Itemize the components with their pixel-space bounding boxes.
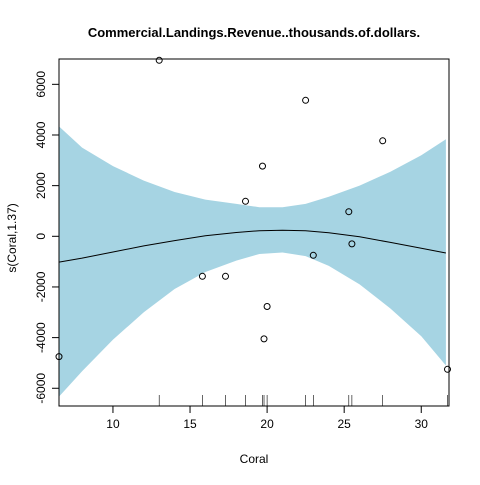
smooth-fit-line	[58, 229, 446, 263]
y-tick-label: 6000	[34, 71, 48, 98]
residual-point	[198, 272, 206, 280]
plot-area: 10 15 20 25 30 -6000 -4000 -2000 0 2000 4000 6000	[34, 56, 451, 431]
x-tick-label: 15	[183, 417, 197, 431]
residual-point	[309, 251, 317, 259]
confidence-band	[59, 126, 446, 397]
x-tick-label: 20	[260, 417, 274, 431]
y-tick-label: 2000	[34, 172, 48, 199]
y-tick-label: -6000	[34, 373, 48, 404]
residual-point	[260, 335, 268, 343]
x-tick-label: 25	[337, 417, 351, 431]
y-axis-label: s(Coral,1.37)	[5, 203, 19, 272]
y-tick-label: 0	[34, 233, 48, 240]
residual-point	[155, 56, 163, 64]
residual-point	[345, 208, 353, 216]
residual-point	[444, 365, 451, 373]
x-tick-label: 30	[415, 417, 429, 431]
residual-point	[379, 137, 387, 145]
residual-point	[222, 272, 229, 280]
residual-point	[242, 197, 249, 205]
y-tick-label: 4000	[34, 121, 48, 148]
y-tick-label: -4000	[34, 322, 48, 353]
residual-point	[302, 96, 310, 104]
y-tick-label: -2000	[34, 271, 48, 302]
residual-point	[348, 240, 356, 248]
x-axis-label: Coral	[240, 452, 269, 466]
residual-point	[259, 162, 266, 170]
x-tick-label: 10	[106, 417, 120, 431]
chart-title: Commercial.Landings.Revenue..thousands.o…	[88, 25, 420, 40]
residual-point	[263, 303, 271, 310]
